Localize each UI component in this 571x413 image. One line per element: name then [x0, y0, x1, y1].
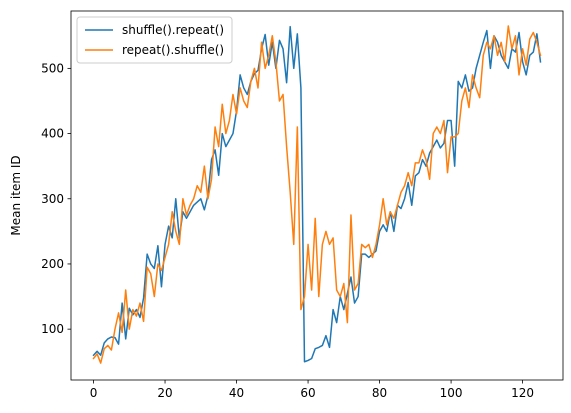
x-tick-label: 20 [157, 386, 172, 400]
legend-box [76, 16, 233, 64]
x-tick-label: 0 [90, 386, 98, 400]
x-tick-label: 80 [372, 386, 387, 400]
x-tick-label: 60 [300, 386, 315, 400]
y-tick-label: 200 [41, 257, 64, 271]
y-tick-label: 100 [41, 322, 64, 336]
series-layer [92, 25, 542, 364]
series-line-2 [92, 25, 542, 364]
series-line-1 [92, 25, 542, 363]
axes-layer: 0 20 40 60 80 100 120 100 200 300 400 500 [41, 10, 564, 400]
legend-label-2: repeat().shuffle() [122, 43, 224, 57]
y-axis-label: Mean item ID [9, 155, 23, 235]
axes-frame [70, 10, 564, 381]
legend: shuffle().repeat() repeat().shuffle() [76, 16, 233, 64]
x-tick-label: 40 [229, 386, 244, 400]
x-tick-label: 120 [511, 386, 534, 400]
y-tick-label: 400 [41, 127, 64, 141]
y-tick-label: 500 [41, 61, 64, 75]
plot-area [71, 11, 563, 380]
x-tick-label: 100 [440, 386, 463, 400]
legend-label-1: shuffle().repeat() [122, 23, 224, 37]
y-tick-label: 300 [41, 192, 64, 206]
